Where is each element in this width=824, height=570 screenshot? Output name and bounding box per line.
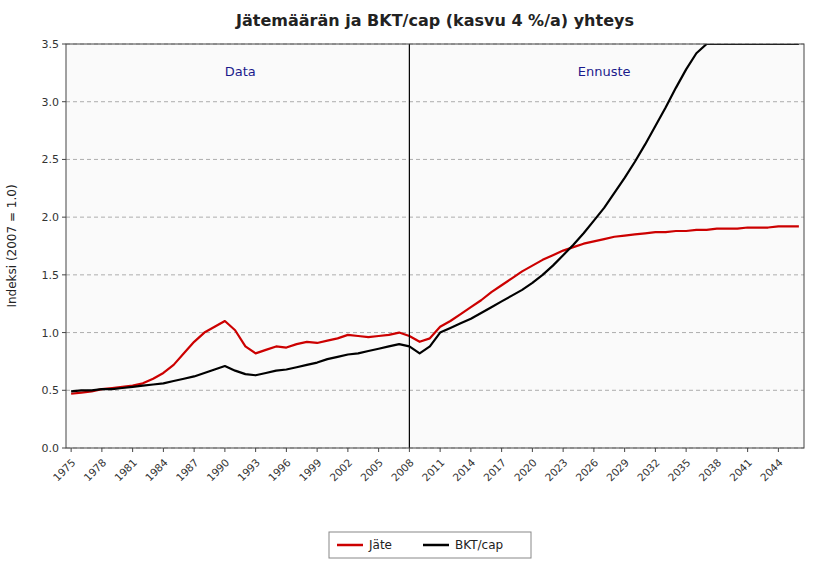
x-tick-label: 2002 [327, 456, 354, 483]
x-tick [132, 448, 133, 452]
x-tick [532, 448, 533, 452]
x-tick-label: 2029 [604, 456, 631, 483]
x-tick-label: 1993 [235, 456, 262, 483]
title: Jätemäärän ja BKT/cap (kasvu 4 %/a) yhte… [235, 11, 634, 30]
x-tick-label: 2017 [481, 456, 508, 483]
grid-line [66, 390, 804, 391]
y-tick [62, 274, 66, 275]
grid-line [66, 159, 804, 160]
x-tick-label: 2020 [512, 456, 539, 483]
legend-swatch [423, 544, 449, 547]
x-tick-label: 2023 [542, 456, 569, 483]
x-tick [655, 448, 656, 452]
split-line [409, 44, 410, 448]
x-tick [163, 448, 164, 452]
series-line [71, 226, 799, 393]
x-tick [778, 448, 779, 452]
grid-line [66, 274, 804, 275]
x-tick-label: 1975 [50, 456, 77, 483]
y-tick [62, 390, 66, 391]
x-tick-label: 2041 [727, 456, 754, 483]
plot-background [66, 44, 804, 448]
x-tick-label: 1999 [296, 456, 323, 483]
annotation: Ennuste [578, 64, 631, 79]
x-tick [470, 448, 471, 452]
x-tick [101, 448, 102, 452]
x-tick [563, 448, 564, 452]
x-tick [716, 448, 717, 452]
x-tick-label: 1990 [204, 456, 231, 483]
x-tick [194, 448, 195, 452]
x-tick [71, 448, 72, 452]
y-tick-label: 0.5 [42, 384, 60, 397]
y-tick [62, 448, 66, 449]
x-tick-label: 2038 [696, 456, 723, 483]
x-tick-label: 2035 [665, 456, 692, 483]
x-tick [347, 448, 348, 452]
legend-swatch [337, 544, 363, 547]
y-tick-label: 1.5 [42, 269, 60, 282]
x-tick-label: 2011 [419, 456, 446, 483]
plot-marks [71, 44, 799, 448]
y-tick [62, 332, 66, 333]
x-tick [747, 448, 748, 452]
y-tick [62, 44, 66, 45]
x-tick-label: 2044 [758, 456, 786, 484]
annotation: Data [225, 64, 256, 79]
x-tick-label: 2008 [389, 456, 416, 483]
y-tick-label: 1.0 [42, 327, 60, 340]
x-tick-label: 1984 [143, 456, 171, 484]
x-tick-label: 1981 [112, 456, 139, 483]
y-tick [62, 217, 66, 218]
x-tick [286, 448, 287, 452]
x-tick [440, 448, 441, 452]
x-tick-label: 1996 [266, 456, 294, 484]
x-tick-label: 2032 [635, 456, 662, 483]
x-tick-label: 2005 [358, 456, 385, 483]
x-tick [409, 448, 410, 452]
series-line [71, 44, 799, 391]
x-tick-label: 2026 [573, 456, 601, 484]
x-tick-label: 1978 [81, 456, 108, 483]
legend-label: Jäte [368, 538, 392, 552]
chart: Jätemäärän ja BKT/cap (kasvu 4 %/a) yhte… [0, 0, 824, 570]
y-tick-label: 3.0 [42, 96, 60, 109]
grid-line [66, 217, 804, 218]
y-tick [62, 159, 66, 160]
legend: Jäte BKT/cap [329, 532, 531, 558]
x-tick [224, 448, 225, 452]
y-tick-label: 2.5 [42, 153, 60, 166]
legend-box [329, 532, 531, 558]
x-tick [501, 448, 502, 452]
y-tick-label: 2.0 [42, 211, 60, 224]
x-tick [593, 448, 594, 452]
x-tick [378, 448, 379, 452]
plot-frame [66, 44, 804, 448]
x-tick-label: 2014 [450, 456, 478, 484]
x-tick [686, 448, 687, 452]
y-tick-label: 3.5 [42, 38, 60, 51]
y-tick-label: 0.0 [42, 442, 60, 455]
x-tick [255, 448, 256, 452]
grid-line [66, 101, 804, 102]
x-tick [317, 448, 318, 452]
legend-label: BKT/cap [455, 538, 503, 552]
x-tick [624, 448, 625, 452]
x-tick-label: 1987 [173, 456, 200, 483]
y-tick [62, 101, 66, 102]
y-axis-label: Indeksi (2007 = 1.0) [5, 184, 19, 307]
